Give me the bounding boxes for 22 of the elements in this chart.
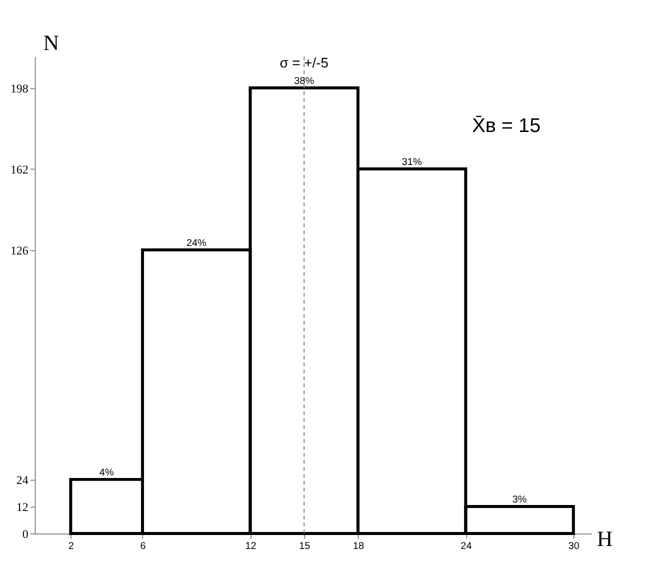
y-axis-title: N — [43, 30, 60, 55]
annotation: σ = +/-5 — [280, 54, 329, 71]
x-tick-label: 30 — [568, 540, 580, 552]
x-tick-label: 12 — [245, 540, 257, 552]
x-tick-label: 15 — [299, 540, 311, 552]
annotation: 4% — [99, 467, 114, 478]
y-tick-label: 12 — [16, 500, 28, 514]
y-tick-label: 162 — [10, 162, 28, 176]
annotation: 38% — [294, 76, 314, 87]
y-tick-label: 198 — [10, 81, 28, 96]
x-tick-label: 2 — [68, 540, 74, 552]
x-tick-label: 18 — [352, 540, 364, 552]
annotation: X̄в = 15 — [472, 114, 541, 137]
annotation: 3% — [512, 494, 527, 506]
y-tick-label: 0 — [22, 526, 28, 541]
y-tick-label: 24 — [16, 472, 28, 487]
y-tick-label: 126 — [10, 243, 28, 258]
x-tick-label: 24 — [460, 540, 472, 552]
x-tick-label: 6 — [140, 540, 146, 552]
x-axis-title: H — [596, 526, 613, 551]
annotation: 24% — [186, 238, 206, 249]
annotation: 31% — [402, 156, 422, 168]
